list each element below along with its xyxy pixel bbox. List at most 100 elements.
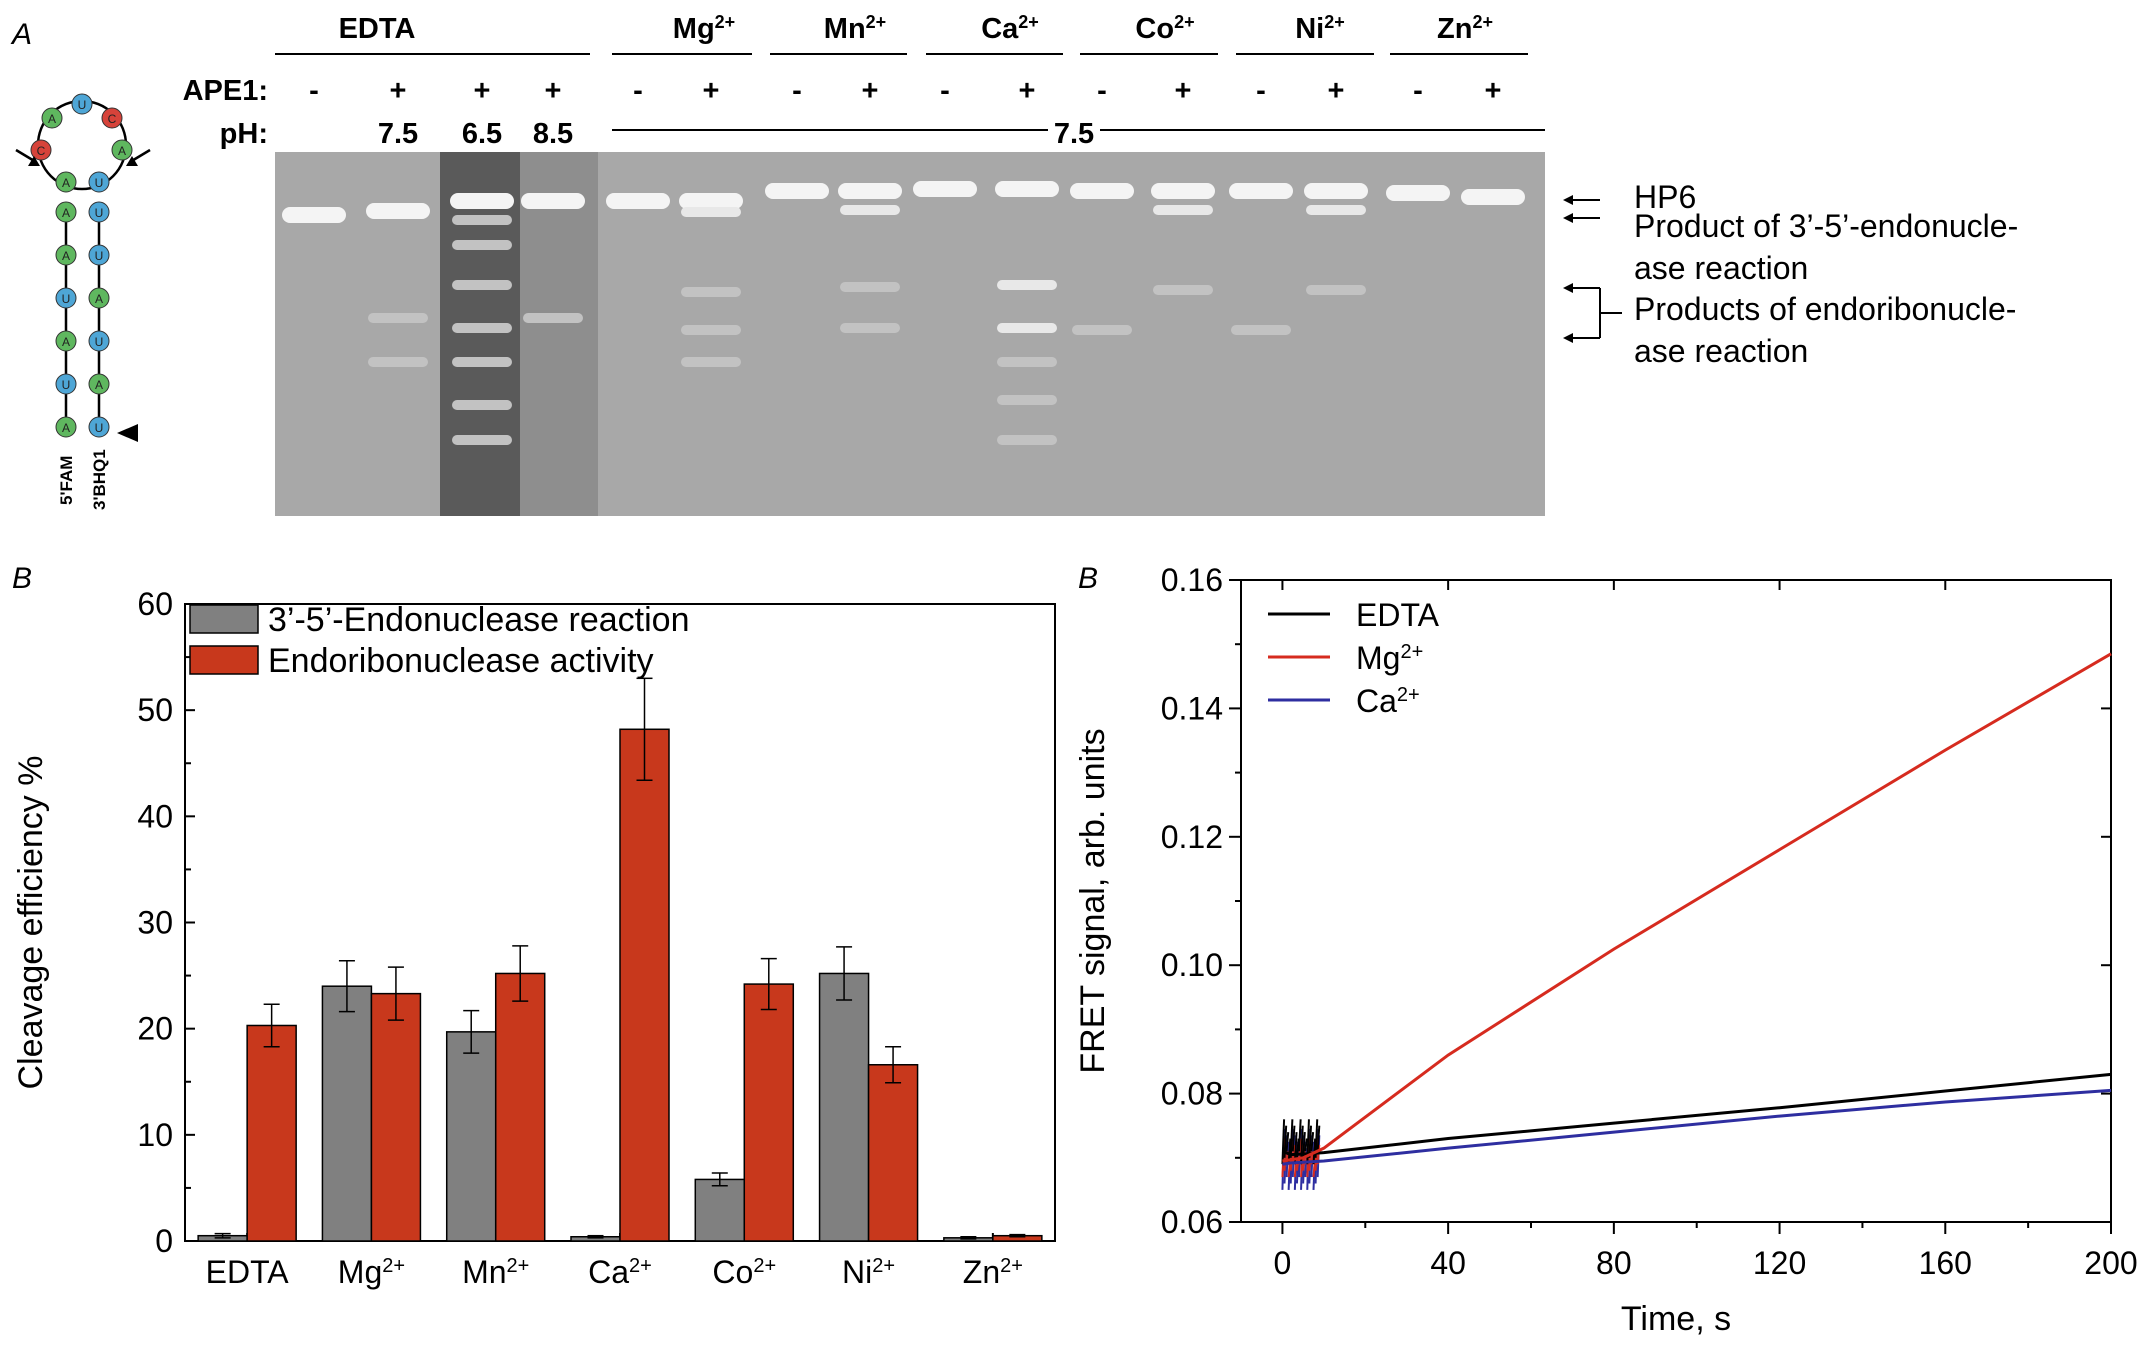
cleavage-arrowhead-left xyxy=(28,156,40,166)
nucleotide: U xyxy=(55,287,77,309)
ape1-mark: + xyxy=(474,75,491,107)
line-y-axis-label: FRET signal, arb. units xyxy=(1074,728,1112,1073)
gel-band-product xyxy=(452,323,512,333)
line-x-tick-label: 120 xyxy=(1753,1245,1806,1281)
ape1-label: APE1: xyxy=(183,75,268,107)
gel-band-product xyxy=(681,325,741,335)
ph-label: pH: xyxy=(220,118,268,150)
gel-band-product xyxy=(452,280,512,290)
bar-endonuclease xyxy=(321,985,373,1242)
panel-a-label: A xyxy=(10,18,32,51)
gel-mid-lane xyxy=(520,152,598,516)
gel-band-product xyxy=(1306,285,1366,295)
gel-band-substrate xyxy=(838,183,902,199)
svg-text:A: A xyxy=(48,112,56,126)
gel-band-product xyxy=(997,435,1057,445)
ape1-mark: + xyxy=(1328,75,1345,107)
gel-band-substrate xyxy=(913,181,977,197)
gel-band-substrate xyxy=(1386,185,1450,201)
line-y-tick-label: 0.16 xyxy=(1161,562,1223,598)
product-3-5-label-2: ase reaction xyxy=(1634,250,1808,286)
bar-y-axis-label: Cleavage efficiency % xyxy=(12,756,50,1090)
svg-text:C: C xyxy=(37,144,46,158)
svg-text:U: U xyxy=(62,378,71,392)
line-legend-label: Mg2+ xyxy=(1356,640,1423,676)
bar-y-tick-label: 60 xyxy=(137,586,173,622)
gel-band-product xyxy=(452,215,512,225)
nucleotide: U xyxy=(88,171,110,193)
bar-endonuclease xyxy=(694,1178,746,1242)
nucleotide: A xyxy=(55,330,77,352)
bar-x-tick-label: Co2+ xyxy=(712,1254,776,1290)
nucleotide: A xyxy=(111,139,133,161)
bar-x-tick-label: EDTA xyxy=(206,1254,290,1290)
gel-band-product xyxy=(1231,325,1291,335)
nucleotide: A xyxy=(41,107,63,129)
line-x-tick-label: 80 xyxy=(1596,1245,1632,1281)
gel-band-product xyxy=(452,400,512,410)
nucleotide: U xyxy=(88,244,110,266)
svg-text:U: U xyxy=(95,176,104,190)
svg-text:A: A xyxy=(95,378,103,392)
bar-legend-swatch xyxy=(189,645,259,675)
bar-y-tick-label: 30 xyxy=(137,905,173,941)
gel-band-substrate xyxy=(606,193,670,209)
gel-band-product xyxy=(840,282,900,292)
gel-band-substrate xyxy=(765,183,829,199)
gel-band-substrate xyxy=(1151,183,1215,199)
nucleotide: A xyxy=(55,171,77,193)
group-header-edta: EDTA xyxy=(339,13,416,45)
group-header-zn: Zn2+ xyxy=(1437,12,1493,45)
product-3-5-label-1: Product of 3’-5’-endonucle- xyxy=(1634,208,2018,244)
svg-text:U: U xyxy=(95,421,104,435)
gel-band-product xyxy=(681,207,741,217)
gel-band-substrate xyxy=(995,181,1059,197)
gel-band-substrate xyxy=(521,193,585,209)
line-x-tick-label: 0 xyxy=(1274,1245,1292,1281)
bar-endonuclease xyxy=(445,1031,497,1242)
nucleotide: A xyxy=(55,201,77,223)
line-legend-label: Ca2+ xyxy=(1356,683,1420,719)
ape1-mark: + xyxy=(1485,75,1502,107)
panel-b-line-label: B xyxy=(1078,562,1098,595)
gel-band-product xyxy=(681,357,741,367)
ph-marks: 7.5 7.5 6.5 8.5 xyxy=(378,118,1545,150)
ape1-mark: - xyxy=(1413,75,1423,107)
gel-band-substrate xyxy=(366,203,430,219)
gel-band-product xyxy=(452,357,512,367)
line-y-tick-label: 0.08 xyxy=(1161,1076,1223,1112)
gel-bands xyxy=(282,181,1525,445)
bar-endoribonuclease xyxy=(743,983,795,1242)
endonuclease-site-arrowhead xyxy=(117,424,138,442)
svg-text:A: A xyxy=(62,335,70,349)
bar-x-tick-label: Zn2+ xyxy=(963,1254,1023,1290)
ape1-mark: - xyxy=(792,75,802,107)
nucleotide: A xyxy=(55,416,77,438)
line-y-tick-label: 0.14 xyxy=(1161,690,1223,726)
line-x-axis-label: Time, s xyxy=(1621,1300,1731,1338)
gel-band-substrate xyxy=(450,193,514,209)
nucleotide: A xyxy=(55,244,77,266)
svg-text:U: U xyxy=(95,249,104,263)
ph-common-value: 7.5 xyxy=(1054,118,1094,150)
five-prime-label: 5'FAM xyxy=(57,456,76,505)
bar-y-tick-label: 20 xyxy=(137,1011,173,1047)
line-x-tick-label: 40 xyxy=(1430,1245,1466,1281)
gel-band-product xyxy=(452,435,512,445)
gel-band-product xyxy=(997,323,1057,333)
bar-y-tick-label: 40 xyxy=(137,798,173,834)
ape1-mark: + xyxy=(390,75,407,107)
ape1-mark: + xyxy=(545,75,562,107)
endo-arrowhead-top xyxy=(1563,283,1573,293)
gel-band-product xyxy=(997,395,1057,405)
bar-endoribonuclease xyxy=(494,972,546,1242)
svg-text:U: U xyxy=(62,292,71,306)
ape1-mark: - xyxy=(1097,75,1107,107)
product-endo-label-1: Products of endoribonucle- xyxy=(1634,291,2016,327)
bar-legend-swatch xyxy=(189,604,259,634)
line-series-ca xyxy=(1282,1088,2112,1166)
product-endo-label-2: ase reaction xyxy=(1634,333,1808,369)
line-y-tick-label: 0.12 xyxy=(1161,819,1223,855)
gel-band-product xyxy=(997,357,1057,367)
